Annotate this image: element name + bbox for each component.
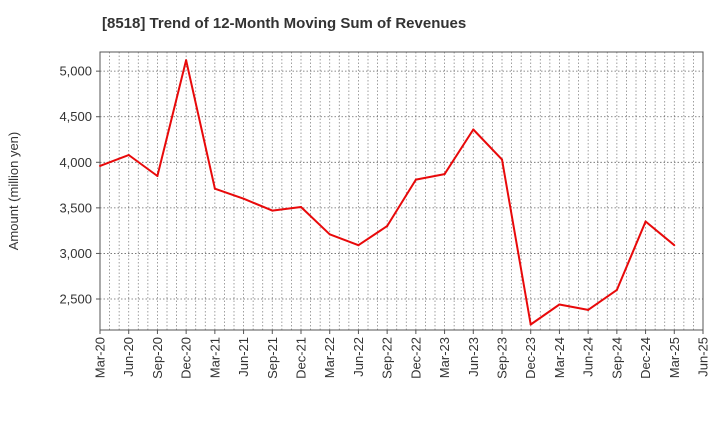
y-tick-label: 2,500 xyxy=(59,292,92,307)
x-tick-label: Dec-20 xyxy=(179,337,194,379)
data-point xyxy=(501,158,503,161)
x-tick-label: Mar-24 xyxy=(552,337,567,378)
data-point xyxy=(472,128,475,131)
y-tick-label: 4,500 xyxy=(59,109,92,124)
data-point xyxy=(529,323,532,326)
data-point xyxy=(271,209,274,212)
y-tick-label: 5,000 xyxy=(59,64,92,79)
data-point xyxy=(300,205,302,208)
data-point xyxy=(127,153,130,156)
x-tick-label: Dec-23 xyxy=(523,337,538,379)
y-tick-label: 4,000 xyxy=(59,155,92,170)
x-axis: Mar-20 Jun-20 Sep-20 Dec-20 Mar-21 Jun-21 Sep-… xyxy=(93,330,711,379)
y-tick-label: 3,500 xyxy=(59,200,92,215)
data-point xyxy=(587,308,590,311)
data-point xyxy=(156,174,159,177)
x-tick-label: Dec-21 xyxy=(294,337,309,379)
x-tick-label: Mar-21 xyxy=(207,337,222,378)
data-point xyxy=(357,244,360,247)
chart-title: [8518] Trend of 12-Month Moving Sum of R… xyxy=(102,15,467,32)
x-tick-label: Jun-25 xyxy=(696,337,711,377)
x-tick-label: Sep-20 xyxy=(150,337,165,379)
data-point xyxy=(242,197,245,200)
series-layer xyxy=(99,59,676,326)
x-tick-label: Jun-20 xyxy=(121,337,136,377)
data-point xyxy=(558,303,561,306)
x-tick-label: Mar-22 xyxy=(322,337,337,378)
x-tick-label: Jun-24 xyxy=(581,337,596,377)
data-point xyxy=(644,220,647,223)
x-tick-label: Mar-20 xyxy=(93,337,108,378)
x-tick-label: Jun-23 xyxy=(466,337,481,377)
data-point xyxy=(443,173,446,176)
x-tick-label: Jun-21 xyxy=(236,337,251,377)
x-tick-label: Dec-24 xyxy=(638,337,653,379)
x-tick-label: Sep-21 xyxy=(265,337,280,379)
data-point xyxy=(615,288,618,291)
data-point xyxy=(386,225,389,228)
x-tick-label: Jun-22 xyxy=(351,337,366,377)
x-tick-label: Dec-22 xyxy=(408,337,423,379)
data-point xyxy=(673,244,676,247)
x-tick-label: Mar-23 xyxy=(437,337,452,378)
x-tick-label: Mar-25 xyxy=(667,337,682,378)
data-point xyxy=(99,164,101,167)
data-point xyxy=(185,59,188,62)
x-tick-label: Sep-23 xyxy=(495,337,510,379)
x-tick-label: Sep-24 xyxy=(609,337,624,379)
plot-area xyxy=(99,51,704,331)
data-point xyxy=(414,178,417,181)
y-axis-title: Amount (million yen) xyxy=(6,132,21,251)
x-tick-label: Sep-22 xyxy=(380,337,395,379)
data-point xyxy=(328,233,331,236)
data-point xyxy=(213,187,216,190)
grid xyxy=(100,52,703,330)
y-axis: 2,500 3,000 3,500 4,000 4,500 5,000 xyxy=(59,64,100,307)
y-tick-label: 3,000 xyxy=(59,246,92,261)
